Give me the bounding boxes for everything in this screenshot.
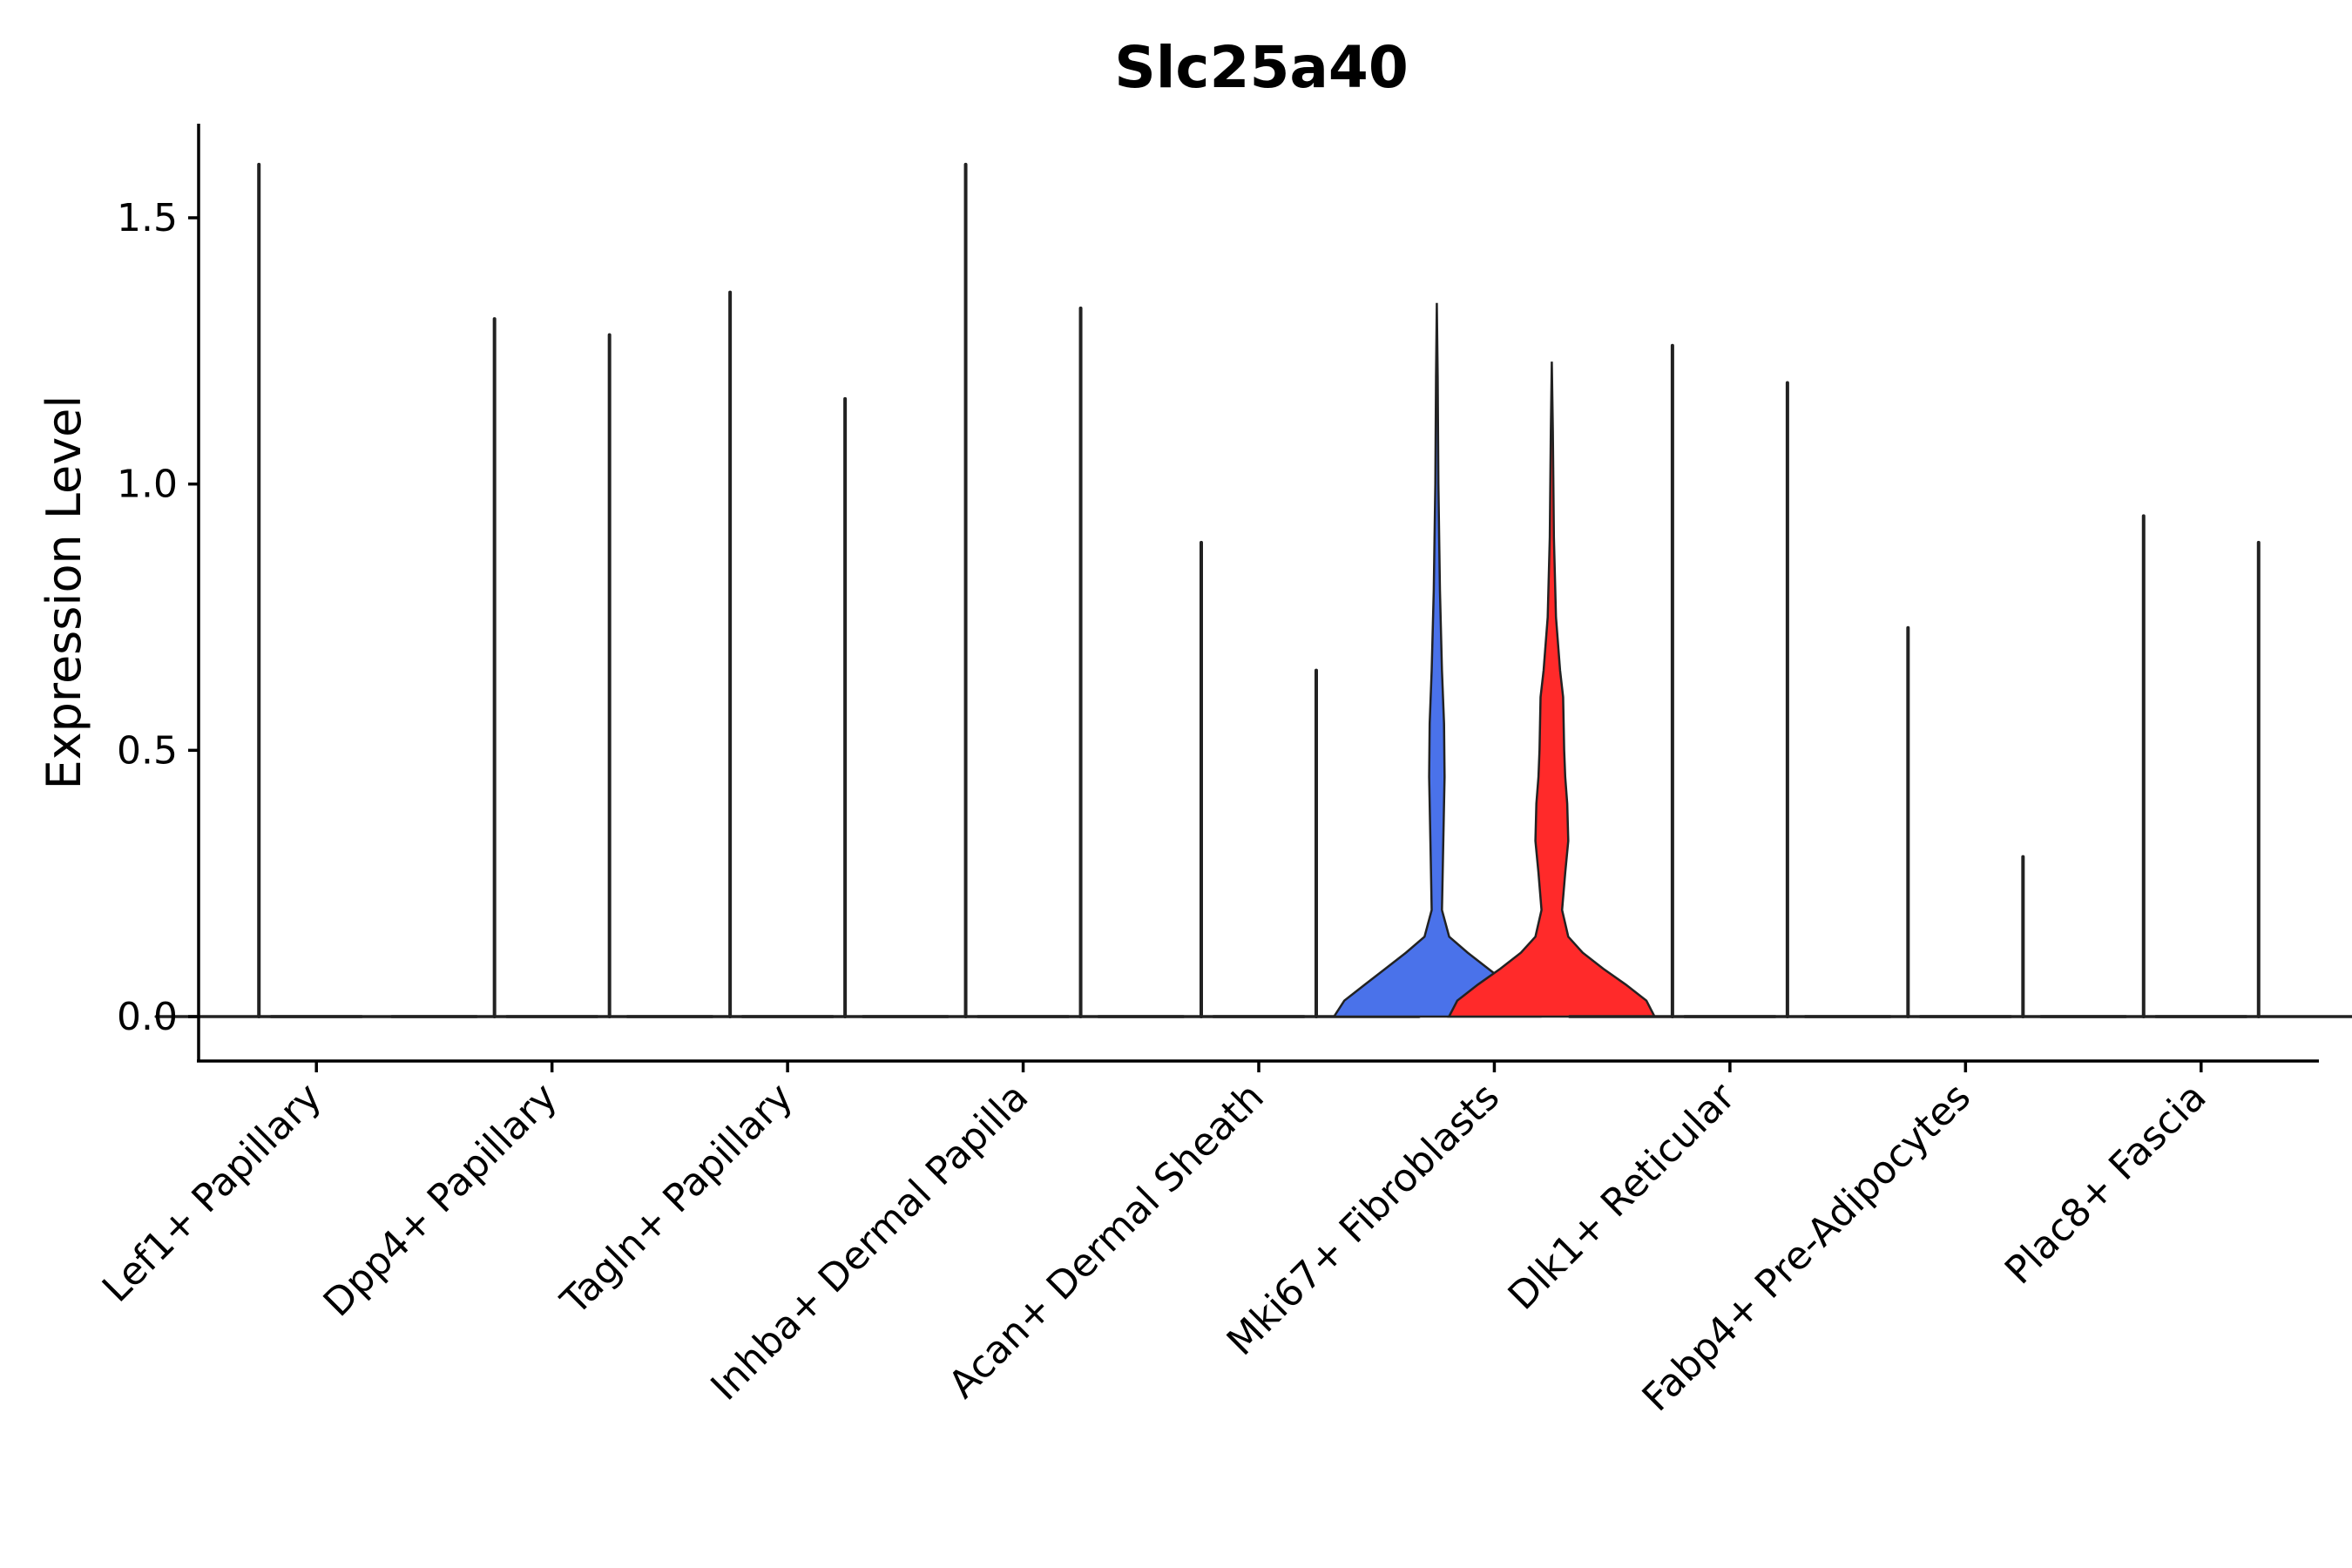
chart-title: Slc25a40 (1114, 34, 1409, 101)
violins-layer (154, 162, 2352, 1018)
y-tick-label: 1.5 (117, 196, 178, 240)
violin-mki67-fibroblasts-group-1 (1332, 302, 1542, 1018)
y-axis-label: Expression Level (37, 395, 91, 790)
y-ticks: 0.0 0.5 1.0 1.5 (117, 196, 199, 1039)
x-tick-label-mki67-fibroblasts: Mki67+ Fibroblasts (1219, 1075, 1508, 1364)
x-tick-label-tagln-papillary: Tagln+ Papillary (552, 1075, 801, 1324)
x-tick-label-dpp4-papillary: Dpp4+ Papillary (315, 1075, 566, 1326)
y-tick-label: 0.0 (117, 995, 178, 1039)
x-tick-label-lef1-papillary: Lef1+ Papillary (94, 1075, 330, 1311)
violin-mki67-fibroblasts-group-2 (1447, 362, 1657, 1018)
x-tick-label-plac8-fascia: Plac8+ Fascia (1997, 1075, 2215, 1294)
y-tick-label: 1.0 (117, 463, 178, 507)
x-tick-label-dlk1-reticular: Dlk1+ Reticular (1500, 1074, 1745, 1319)
y-tick-label: 0.5 (117, 728, 178, 773)
